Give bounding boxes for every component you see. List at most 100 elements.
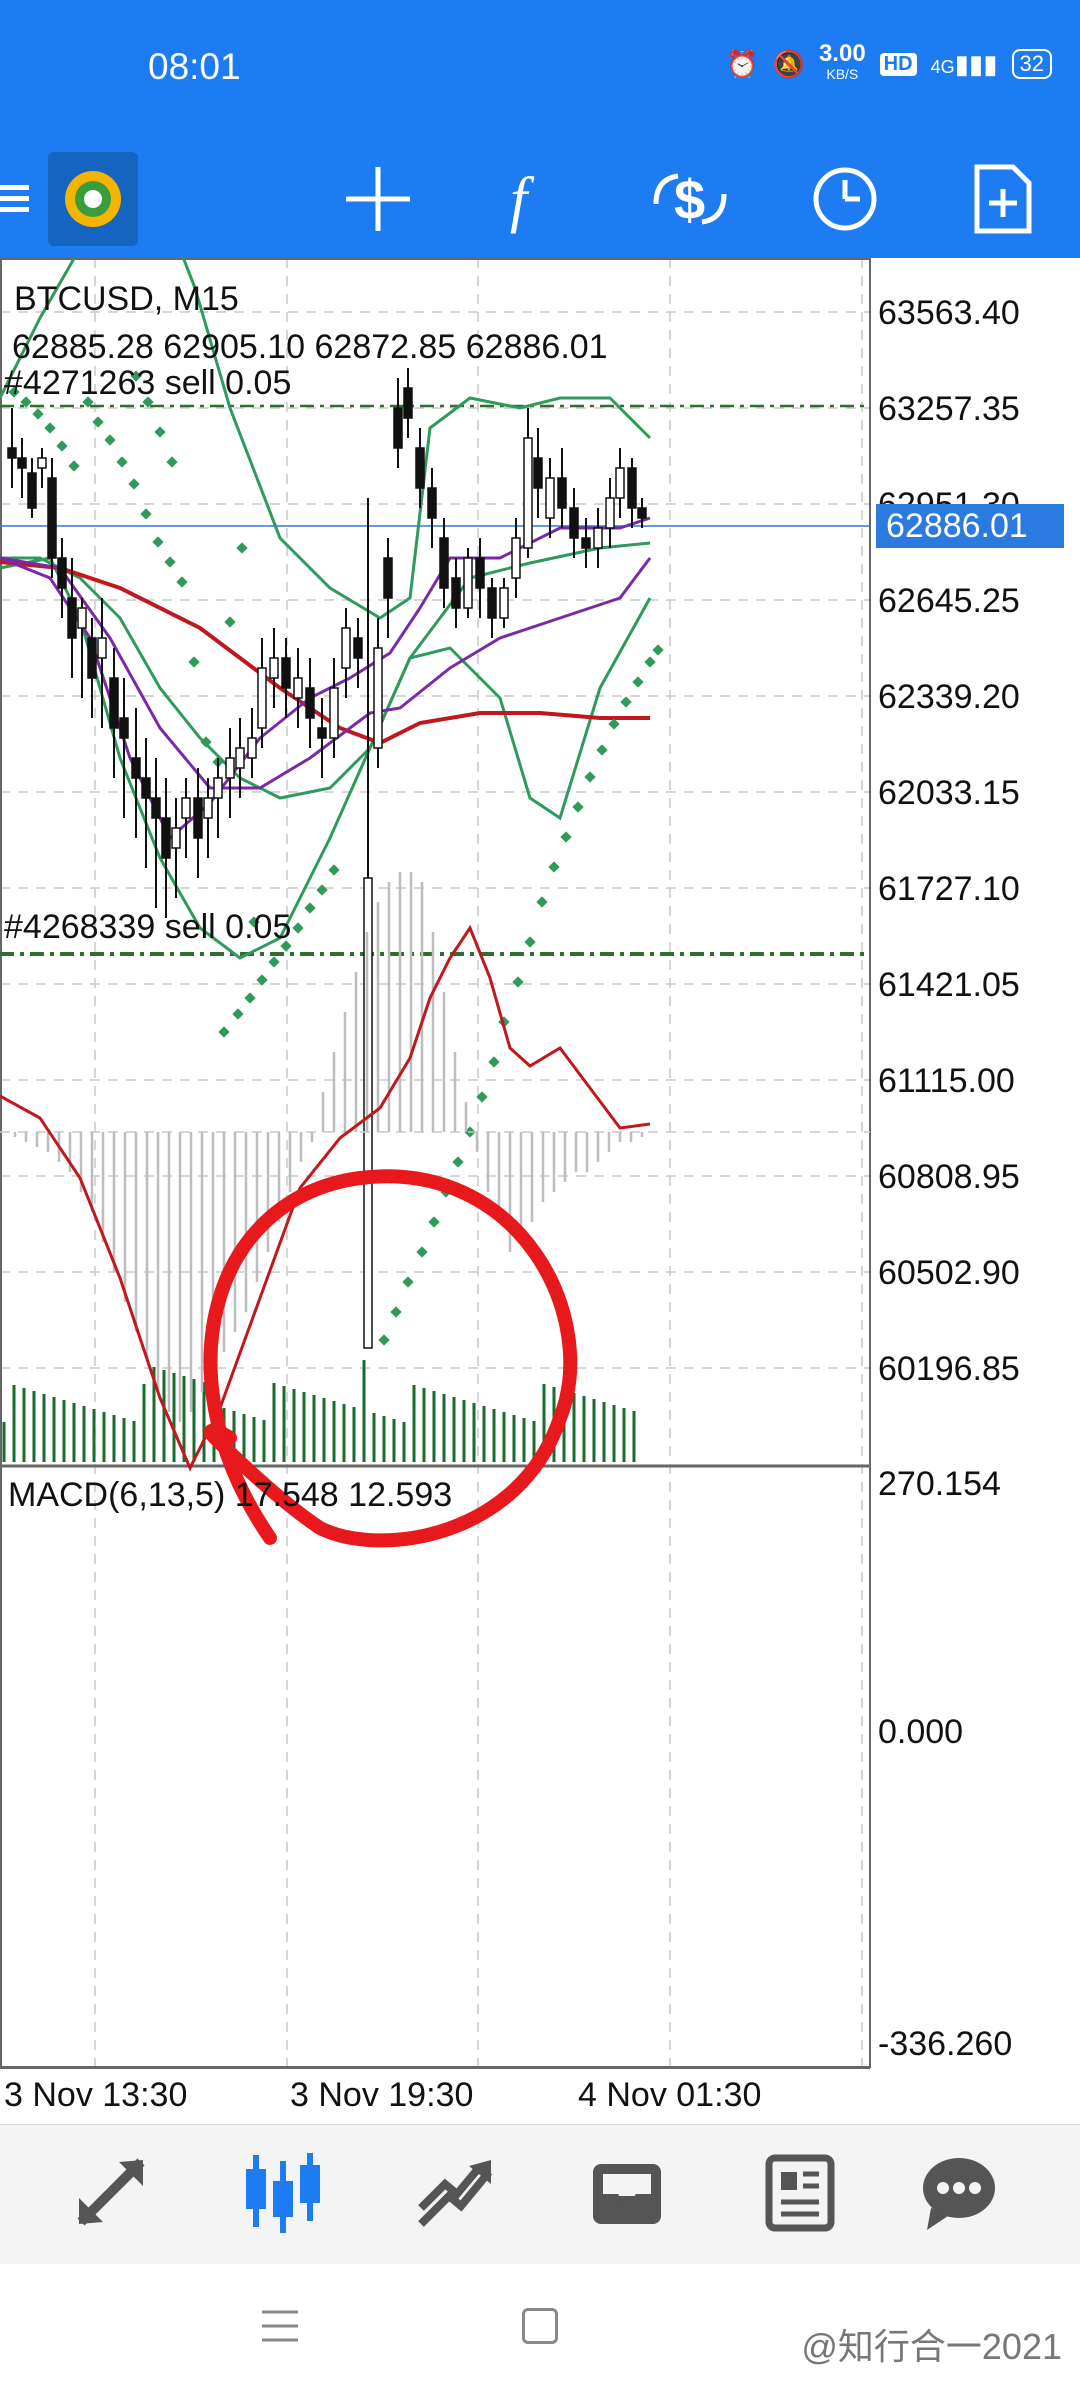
chart-area[interactable]: 63563.4063257.3562951.3062645.2562339.20… [0,196,1080,2124]
chart-border [0,258,871,2068]
time-axis-label: 3 Nov 19:30 [290,2076,473,2114]
candle-bear [193,797,203,839]
candle-bull [213,777,223,799]
price-axis-label: 62033.15 [878,774,1020,812]
candle-bear [141,777,151,799]
alarm-icon: ⏰ [726,48,759,79]
period-clock-icon[interactable] [800,138,890,260]
sar-dot [176,576,188,588]
trade-tab-icon[interactable] [400,2137,510,2247]
chart-tab-icon[interactable] [228,2137,338,2247]
sar-dot [280,940,292,952]
sar-dot [218,1026,230,1038]
candle-bear [533,457,543,489]
sar-dot [268,956,280,968]
order-label-1[interactable]: #4271263 sell 0.05 [4,364,292,402]
sar-dot [652,644,664,656]
crosshair-icon[interactable] [333,138,423,260]
messages-tab-icon[interactable] [904,2137,1014,2247]
menu-icon[interactable] [0,138,60,260]
candle-bear [637,507,647,519]
candle-bull [615,467,625,499]
macd-indicator [0,872,870,1472]
candle-bear [131,757,141,779]
candle-bull [293,677,303,699]
system-navigation-bar [0,2264,1080,2400]
order-label-2[interactable]: #4268339 sell 0.05 [4,908,292,946]
candle-bull [329,687,339,739]
candle-bear [627,467,637,509]
candle-bull [203,797,213,819]
candle-bear [119,717,129,739]
macd-label: MACD(6,13,5) 17.548 12.593 [8,1476,453,1514]
sar-dot [166,456,178,468]
sar-dot [572,801,584,813]
candle-bull [181,797,191,819]
axis-labels: 63563.4063257.3562951.3062645.2562339.20… [4,294,1020,2114]
sar-dot [152,536,164,548]
new-order-icon[interactable] [958,138,1048,260]
indicators-icon[interactable]: f [487,138,577,260]
candle-bull [341,627,351,669]
macd-axis-label: 270.154 [878,1465,1001,1503]
candle-bear [67,597,77,639]
candle-bull [97,637,107,659]
sar-dot [620,696,632,708]
candle-bull [257,667,267,729]
candle-bull [463,557,473,609]
macd-axis-label: -336.260 [878,2025,1012,2063]
candle-bear [305,687,315,719]
candle-bear [403,387,413,419]
candle-bull [247,737,257,759]
macd-line [0,924,651,1472]
candle-bear [451,577,461,609]
candle-bull [545,477,555,519]
history-tab-icon[interactable] [572,2137,682,2247]
status-icons: ⏰ 🔕 3.00 KB/S HD 4G▮▮▮ 32 [726,40,1052,84]
price-axis-label: 62645.25 [878,582,1020,620]
current-price-tag: 62886.01 [876,504,1064,548]
candle-bull [225,757,235,779]
chart-grid [0,258,871,2069]
sar-dot [154,426,166,438]
price-axis-label: 60502.90 [878,1254,1020,1292]
sar-dot [488,1056,500,1068]
red-circle-annotation [203,1169,578,1548]
sar-dot [476,1091,488,1103]
sar-dot [644,656,656,668]
hand-drawn-circle [203,1169,578,1548]
quotes-icon[interactable] [56,2137,166,2247]
candle-bear [161,817,171,859]
news-tab-icon[interactable] [744,2137,854,2247]
mute-icon: 🔕 [772,48,805,79]
trade-icon[interactable]: $ [645,138,735,260]
sar-dot [292,922,304,934]
candle-bull [373,647,383,749]
sar-dot [32,408,44,420]
candle-bear [393,407,403,449]
net-speed-value: 3.00 [818,40,866,67]
price-axis-label: 61421.05 [878,966,1020,1004]
candle-bear [57,557,67,589]
metatrader-logo[interactable] [48,138,138,260]
candle-bull [523,437,533,549]
sar-dot [44,422,56,434]
sar-dot [596,744,608,756]
recents-button[interactable] [262,2308,298,2344]
svg-text:f: f [510,166,535,234]
home-button[interactable] [522,2308,558,2344]
sar-dot [224,616,236,628]
battery-icon: 32 [1011,49,1052,79]
sar-dot [140,508,152,520]
price-chart[interactable]: 63563.4063257.3562951.3062645.2562339.20… [0,196,1080,2124]
price-axis-label: 60808.95 [878,1158,1020,1196]
sar-dot [116,456,128,468]
price-axis-label: 63257.35 [878,390,1020,428]
net-speed-unit: KB/S [826,66,859,82]
sar-dot [512,976,524,988]
candle-bear [87,637,97,679]
candle-bear [383,557,393,599]
sar-dot [428,1216,440,1228]
signal-icon: 4G▮▮▮ [930,48,998,79]
status-bar: 08:01 ⏰ 🔕 3.00 KB/S HD 4G▮▮▮ 32 [0,0,1080,138]
